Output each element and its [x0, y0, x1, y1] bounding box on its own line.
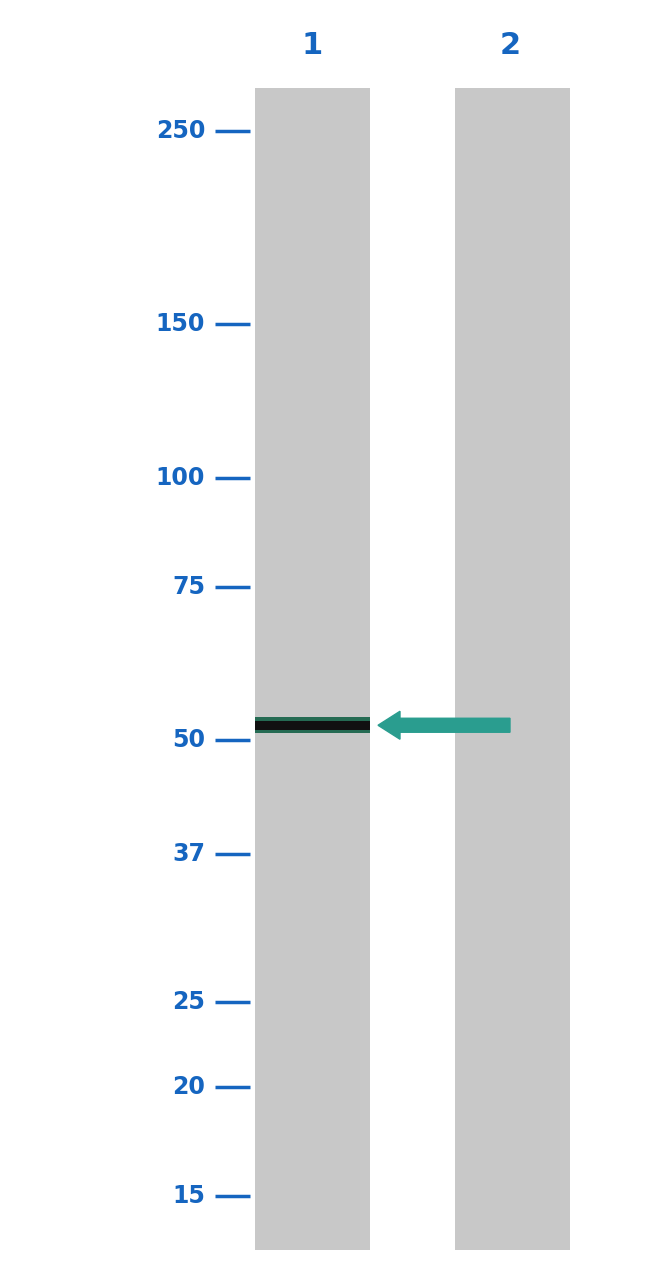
Text: 20: 20 — [172, 1074, 205, 1099]
Text: 75: 75 — [172, 574, 205, 598]
Text: 1: 1 — [302, 30, 322, 60]
Text: 100: 100 — [155, 466, 205, 490]
Text: 150: 150 — [155, 312, 205, 337]
Text: 2: 2 — [499, 30, 521, 60]
Text: 25: 25 — [172, 991, 205, 1015]
Bar — [255, 88, 370, 1250]
Bar — [255, 730, 370, 733]
Text: 15: 15 — [172, 1184, 205, 1208]
Text: 50: 50 — [172, 728, 205, 752]
Bar — [455, 88, 570, 1250]
Bar — [255, 718, 370, 721]
Bar — [255, 718, 370, 733]
FancyArrow shape — [378, 711, 510, 739]
Text: 250: 250 — [155, 119, 205, 144]
Text: 37: 37 — [172, 842, 205, 866]
